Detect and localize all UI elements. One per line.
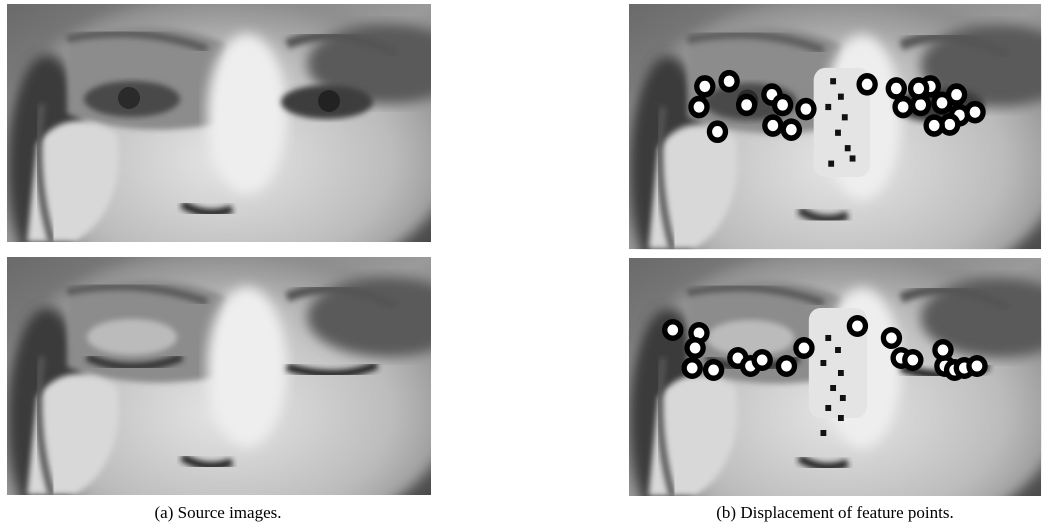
marker-dot xyxy=(907,355,918,366)
figure: (a) Source images. (b) Displacement of f… xyxy=(0,0,1046,531)
marker-dot xyxy=(777,99,788,110)
marker-dot xyxy=(862,79,873,90)
marker-dot xyxy=(886,333,897,344)
marker-square xyxy=(838,415,844,421)
marker-dot xyxy=(690,343,701,354)
marker-dot xyxy=(724,76,735,87)
marker-square xyxy=(820,430,826,436)
marker-dot xyxy=(970,106,981,117)
marker-square xyxy=(825,104,831,110)
marker-dot xyxy=(781,361,792,372)
marker-dot xyxy=(938,345,949,356)
marker-dot xyxy=(799,343,810,354)
marker-dot xyxy=(786,124,797,135)
marker-dot xyxy=(694,101,705,112)
marker-dot xyxy=(694,328,705,339)
marker-dot xyxy=(898,101,909,112)
marker-dot xyxy=(944,119,955,130)
image-a-top xyxy=(0,0,467,294)
marker-square xyxy=(838,370,844,376)
caption: (b) Displacement of feature points. xyxy=(716,503,953,522)
marker-square xyxy=(825,405,831,411)
marker-dot xyxy=(937,97,948,108)
marker-square xyxy=(845,145,851,151)
marker-square xyxy=(835,347,841,353)
caption: (a) Source images. xyxy=(155,503,282,522)
marker-square xyxy=(830,385,836,391)
marker-square xyxy=(838,94,844,100)
marker-square xyxy=(830,78,836,84)
marker-square xyxy=(828,161,834,167)
marker-dot xyxy=(687,363,698,374)
marker-square xyxy=(842,114,848,120)
marker-dot xyxy=(667,325,678,336)
marker-dot xyxy=(699,81,710,92)
marker-square xyxy=(840,395,846,401)
image-a-bottom xyxy=(0,247,467,531)
marker-dot xyxy=(852,321,863,332)
image-b-top xyxy=(619,0,1046,303)
marker-dot xyxy=(913,83,924,94)
marker-dot xyxy=(708,365,719,376)
marker-square xyxy=(825,335,831,341)
marker-dot xyxy=(801,103,812,114)
marker-dot xyxy=(972,361,983,372)
marker-dot xyxy=(929,120,940,131)
marker-square xyxy=(850,155,856,161)
marker-square xyxy=(820,360,826,366)
marker-dot xyxy=(768,120,779,131)
marker-dot xyxy=(951,89,962,100)
page: (a) Source images. (b) Displacement of f… xyxy=(0,0,1046,531)
image-b-bottom xyxy=(619,248,1046,531)
marker-dot xyxy=(757,355,768,366)
marker-dot xyxy=(741,99,752,110)
marker-square xyxy=(835,130,841,136)
marker-dot xyxy=(891,83,902,94)
marker-dot xyxy=(712,126,723,137)
marker-dot xyxy=(915,99,926,110)
